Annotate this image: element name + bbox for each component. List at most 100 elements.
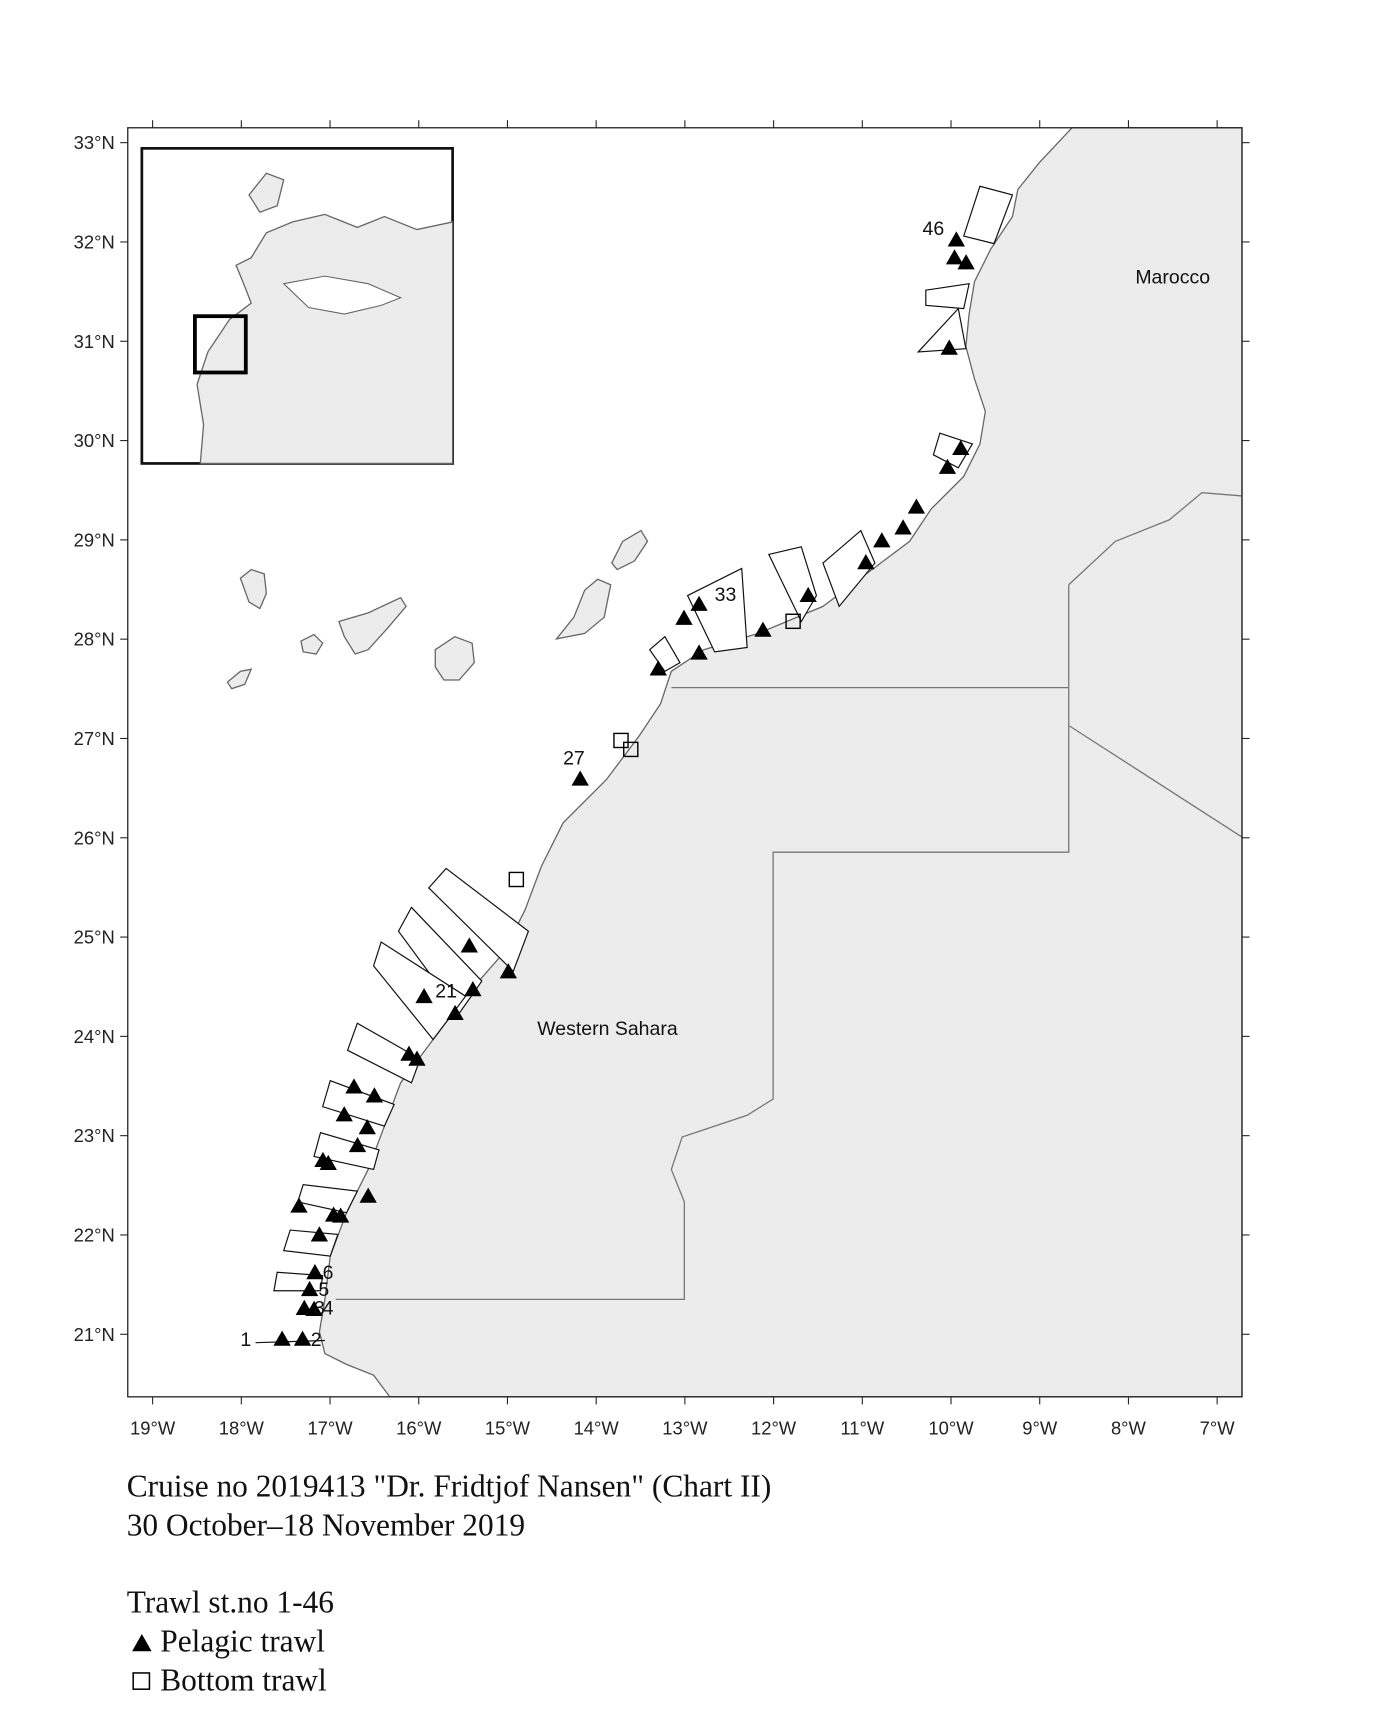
- pelagic-station: [290, 1197, 308, 1213]
- legend-entry: Pelagic trawl: [160, 1623, 325, 1658]
- pelagic-station: [359, 1187, 377, 1203]
- pelagic-station: [690, 595, 708, 611]
- station-label: 4: [323, 1298, 334, 1320]
- bottom-station: [623, 741, 639, 758]
- pelagic-station: [938, 458, 957, 474]
- x-tick-label: 12°W: [751, 1418, 797, 1439]
- y-tick-label: 24°N: [74, 1026, 115, 1047]
- y-tick-label: 22°N: [74, 1224, 115, 1245]
- x-tick-label: 15°W: [485, 1418, 531, 1439]
- y-tick-label: 23°N: [74, 1125, 115, 1146]
- pelagic-station: [332, 1207, 350, 1223]
- pelagic-station: [415, 987, 433, 1004]
- inset-land: [248, 172, 285, 214]
- pelagic-station: [857, 554, 875, 570]
- x-tick-label: 10°W: [928, 1418, 974, 1439]
- pelagic-station: [306, 1264, 324, 1280]
- legend-symbol: [132, 1672, 151, 1690]
- x-tick-label: 16°W: [396, 1418, 442, 1439]
- land: [226, 127, 1243, 1398]
- transect: [925, 282, 970, 310]
- x-tick-label: 7°W: [1200, 1418, 1236, 1439]
- border-line: [1068, 492, 1243, 586]
- y-tick-label: 33°N: [74, 132, 115, 153]
- y-tick-label: 30°N: [74, 430, 115, 451]
- pelagic-station: [348, 1136, 367, 1153]
- y-tick-label: 31°N: [74, 331, 115, 352]
- pelagic-station: [907, 498, 926, 514]
- transect: [962, 185, 1014, 245]
- pelagic-station: [310, 1226, 329, 1242]
- x-tick-label: 9°W: [1022, 1418, 1058, 1439]
- bottom-station: [785, 613, 801, 630]
- y-tick-label: 28°N: [74, 629, 115, 650]
- pelagic-station: [464, 981, 482, 997]
- island: [554, 578, 612, 640]
- pelagic-station: [460, 937, 478, 953]
- pelagic-station: [408, 1050, 426, 1066]
- region-label: Western Sahara: [537, 1018, 678, 1040]
- borders: [335, 492, 1243, 1301]
- pelagic-station: [293, 1330, 312, 1346]
- transect: [427, 867, 530, 973]
- x-tick-label: 11°W: [840, 1418, 884, 1439]
- station-label: 3: [314, 1298, 325, 1320]
- pelagic-station: [335, 1106, 353, 1122]
- pelagic-station: [947, 231, 965, 247]
- island: [611, 529, 649, 571]
- x-tick-label: 18°W: [219, 1418, 265, 1439]
- pelagic-station: [499, 963, 518, 979]
- pelagic-station: [300, 1280, 319, 1297]
- caption-subtitle: 30 October–18 November 2019: [127, 1507, 525, 1542]
- x-tick-label: 14°W: [574, 1418, 620, 1439]
- pelagic-station: [957, 254, 975, 270]
- transect: [767, 546, 818, 623]
- y-tick-label: 21°N: [74, 1324, 115, 1345]
- island: [300, 633, 324, 655]
- pelagic-station: [952, 439, 970, 456]
- legend-title: Trawl st.no 1-46: [127, 1584, 334, 1619]
- trawl-transects: [255, 185, 1014, 1344]
- pelagic-station: [305, 1300, 323, 1316]
- x-tick-label: 19°W: [130, 1418, 176, 1439]
- station-label: 6: [323, 1262, 334, 1284]
- bottom-station: [508, 871, 525, 888]
- transect: [297, 1183, 359, 1214]
- border-line: [1068, 724, 1243, 838]
- pelagic-station: [345, 1078, 363, 1094]
- mainland: [318, 127, 1243, 1398]
- pelagic-station: [799, 586, 817, 602]
- transect: [932, 432, 974, 469]
- inset-sea: [282, 275, 403, 315]
- x-tick-label: 17°W: [307, 1418, 353, 1439]
- station-label: 1: [240, 1329, 251, 1351]
- station-label: 27: [563, 747, 585, 769]
- pelagic-station: [894, 519, 912, 535]
- island: [338, 596, 407, 655]
- station-label: 21: [435, 980, 457, 1002]
- transect: [255, 1339, 325, 1344]
- pelagic-station: [446, 1004, 464, 1021]
- y-tick-label: 27°N: [74, 728, 115, 749]
- station-label: 33: [715, 584, 737, 606]
- pelagic-station: [675, 609, 693, 625]
- inset-map: [140, 146, 454, 465]
- island: [226, 668, 253, 690]
- pelagic-station: [571, 770, 589, 786]
- y-tick-label: 25°N: [74, 927, 115, 948]
- legend-symbol: [132, 1633, 152, 1652]
- transect: [313, 1131, 380, 1171]
- y-tick-label: 26°N: [74, 827, 115, 848]
- inset-land: [196, 213, 454, 465]
- station-label: 46: [923, 218, 945, 240]
- pelagic-station: [690, 644, 708, 660]
- x-tick-label: 8°W: [1111, 1418, 1147, 1439]
- inset-study-area: [193, 314, 248, 375]
- y-tick-label: 32°N: [74, 231, 115, 252]
- transect: [686, 567, 748, 653]
- station-label: 2: [311, 1329, 322, 1351]
- pelagic-station: [319, 1154, 337, 1170]
- island: [434, 635, 475, 681]
- pelagic-station: [365, 1087, 384, 1103]
